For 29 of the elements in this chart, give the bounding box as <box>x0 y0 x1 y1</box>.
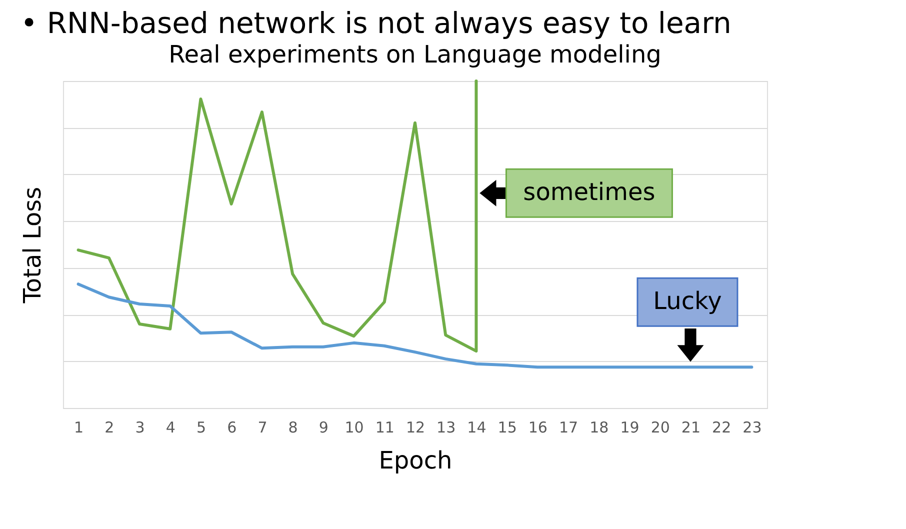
x-axis-title: Epoch <box>378 446 452 474</box>
x-tick-label: 21 <box>681 418 701 436</box>
x-tick-label: 3 <box>135 418 145 436</box>
x-tick-label: 4 <box>166 418 176 436</box>
x-tick-label: 12 <box>406 418 426 436</box>
x-tick-label: 16 <box>528 418 548 436</box>
x-tick-label: 7 <box>258 418 268 436</box>
x-tick-label: 13 <box>436 418 456 436</box>
chart-subtitle: Real experiments on Language modeling <box>168 40 662 68</box>
x-tick-label: 18 <box>590 418 609 436</box>
annotation: Lucky <box>653 287 722 316</box>
x-tick-label: 15 <box>498 418 517 436</box>
x-tick-label: 22 <box>712 418 732 436</box>
annotation: sometimes <box>523 178 656 206</box>
x-tick-label: 2 <box>104 418 114 436</box>
y-axis-title: Total Loss <box>18 186 46 304</box>
x-tick-label: 14 <box>467 418 486 436</box>
x-tick-label: 10 <box>344 418 364 436</box>
x-tick-label: 9 <box>318 418 328 436</box>
x-tick-label: 11 <box>375 418 394 436</box>
x-tick-label: 1 <box>74 418 84 436</box>
x-tick-label: 17 <box>558 418 578 436</box>
x-tick-label: 23 <box>742 418 762 436</box>
x-tick-label: 19 <box>620 418 640 436</box>
chart-title: • RNN-based network is not always easy to learn <box>20 6 732 40</box>
x-tick-label: 8 <box>288 418 298 436</box>
x-tick-label: 5 <box>196 418 206 436</box>
x-tick-label: 20 <box>650 418 670 436</box>
x-tick-label: 6 <box>227 418 237 436</box>
